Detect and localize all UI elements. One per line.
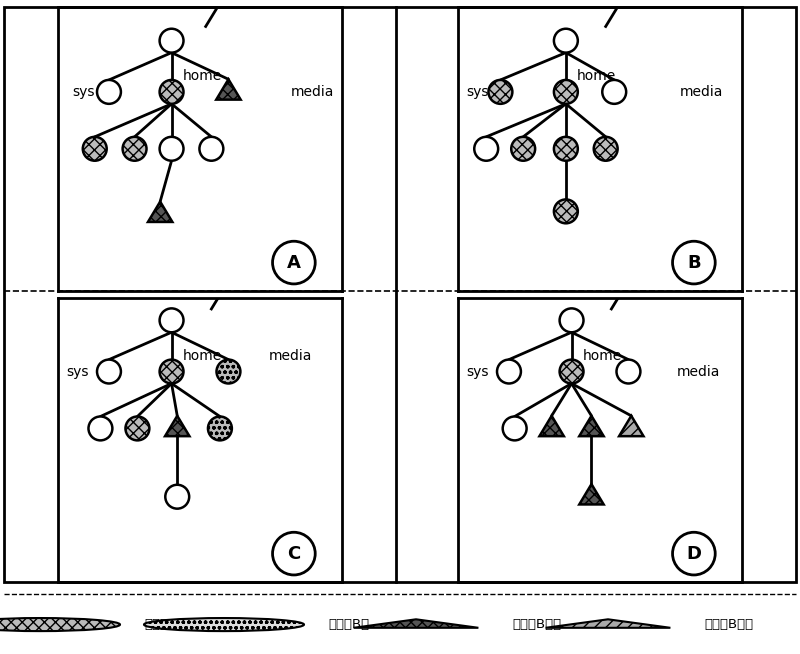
Text: media: media bbox=[268, 349, 312, 363]
Circle shape bbox=[97, 360, 121, 383]
Circle shape bbox=[594, 137, 618, 161]
Text: media: media bbox=[291, 85, 334, 99]
Circle shape bbox=[199, 137, 223, 161]
Circle shape bbox=[97, 80, 121, 104]
Text: media: media bbox=[677, 364, 720, 379]
Polygon shape bbox=[546, 619, 670, 628]
Circle shape bbox=[489, 80, 512, 104]
Circle shape bbox=[208, 417, 232, 440]
Text: home: home bbox=[583, 349, 622, 363]
Text: sys: sys bbox=[466, 85, 489, 99]
Text: sys: sys bbox=[66, 364, 89, 379]
Circle shape bbox=[617, 360, 640, 383]
Polygon shape bbox=[539, 416, 564, 436]
Text: 客户端B读: 客户端B读 bbox=[328, 618, 369, 631]
Circle shape bbox=[160, 80, 183, 104]
Circle shape bbox=[126, 417, 150, 440]
Circle shape bbox=[602, 80, 626, 104]
Circle shape bbox=[673, 241, 715, 284]
Circle shape bbox=[89, 417, 112, 440]
Text: home: home bbox=[578, 69, 617, 83]
Circle shape bbox=[0, 618, 120, 631]
Text: 客户端A读: 客户端A读 bbox=[144, 618, 185, 631]
Circle shape bbox=[217, 360, 240, 383]
Text: C: C bbox=[287, 545, 301, 562]
Circle shape bbox=[554, 199, 578, 223]
Polygon shape bbox=[579, 416, 604, 436]
Text: 客户端B创建: 客户端B创建 bbox=[512, 618, 561, 631]
Text: 客户端B创建: 客户端B创建 bbox=[704, 618, 753, 631]
Circle shape bbox=[82, 137, 106, 161]
Circle shape bbox=[273, 532, 315, 575]
Circle shape bbox=[122, 137, 146, 161]
Text: home: home bbox=[183, 349, 222, 363]
Text: media: media bbox=[680, 85, 723, 99]
Circle shape bbox=[673, 532, 715, 575]
Text: B: B bbox=[687, 254, 701, 271]
Circle shape bbox=[560, 309, 583, 332]
Text: A: A bbox=[287, 254, 301, 271]
Circle shape bbox=[497, 360, 521, 383]
Text: D: D bbox=[686, 545, 702, 562]
Text: sys: sys bbox=[466, 364, 489, 379]
Polygon shape bbox=[619, 416, 643, 436]
Polygon shape bbox=[216, 79, 241, 99]
Polygon shape bbox=[165, 416, 190, 436]
Polygon shape bbox=[354, 619, 478, 628]
Circle shape bbox=[273, 241, 315, 284]
Circle shape bbox=[160, 309, 183, 332]
Circle shape bbox=[160, 29, 183, 52]
Circle shape bbox=[160, 137, 183, 161]
Circle shape bbox=[511, 137, 535, 161]
Circle shape bbox=[554, 137, 578, 161]
Circle shape bbox=[144, 618, 304, 631]
Circle shape bbox=[554, 80, 578, 104]
Circle shape bbox=[474, 137, 498, 161]
Circle shape bbox=[560, 360, 583, 383]
Text: sys: sys bbox=[72, 85, 94, 99]
Circle shape bbox=[160, 360, 183, 383]
Circle shape bbox=[166, 485, 189, 509]
Circle shape bbox=[502, 417, 526, 440]
Polygon shape bbox=[148, 201, 172, 222]
Circle shape bbox=[554, 29, 578, 52]
Polygon shape bbox=[579, 484, 604, 504]
Text: home: home bbox=[183, 69, 222, 83]
